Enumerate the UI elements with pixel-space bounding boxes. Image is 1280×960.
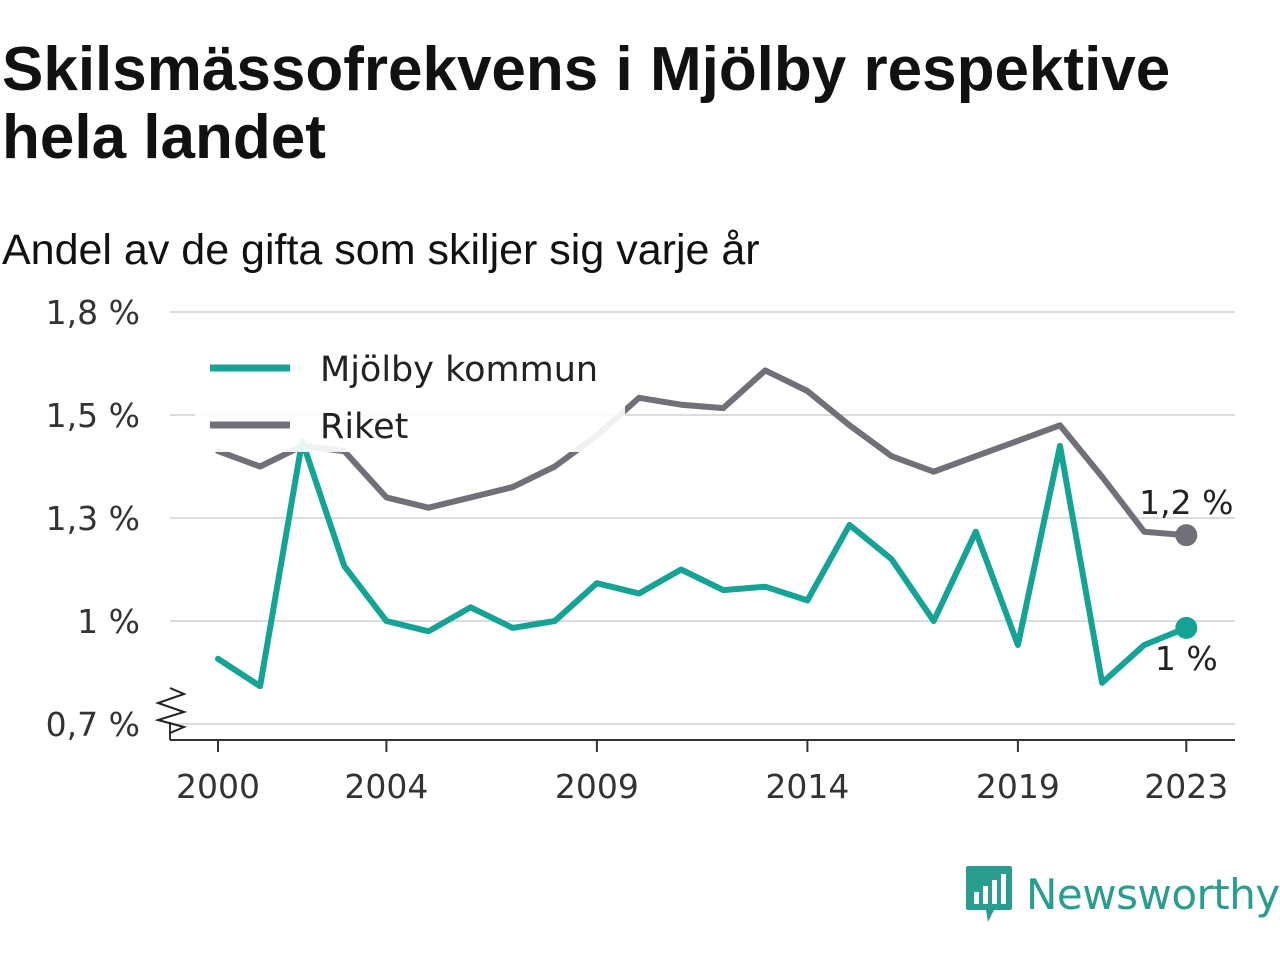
newsworthy-logo-icon [966,866,1012,922]
x-tick-label: 2000 [176,767,260,806]
x-tick-label: 2004 [344,767,428,806]
axis-break-icon [154,687,188,734]
y-axis-ticks: 0,7 % 1 % 1,3 % 1,5 % 1,8 % [46,293,140,744]
y-tick-label: 1,8 % [46,293,140,332]
brand-name: Newsworthy [1026,869,1280,919]
x-tick-label: 2023 [1144,767,1228,806]
grid-lines [170,311,1235,725]
x-axis: 2000 2004 2009 2014 2019 2023 [154,687,1235,806]
x-tick-label: 2009 [555,767,639,806]
end-labels: 1,2 % 1 % [1139,483,1233,678]
series-lines [215,367,1198,690]
end-label-mjolby: 1 % [1155,639,1218,678]
chart-subtitle: Andel av de gifta som skiljer sig varje … [2,226,760,274]
series-line-riket [215,367,1190,539]
x-tick-label: 2014 [765,767,849,806]
legend-label: Riket [320,407,408,447]
legend: Mjölby kommun Riket [195,340,625,452]
end-point [1175,616,1198,639]
y-tick-label: 0,7 % [46,705,140,744]
y-tick-label: 1,5 % [46,396,140,435]
chart-title: Skilsmässofrekvens i Mjölby respektive h… [2,35,1171,172]
x-tick-label: 2019 [976,767,1060,806]
end-label-riket: 1,2 % [1139,483,1233,522]
y-tick-label: 1,3 % [46,499,140,538]
legend-label: Mjölby kommun [320,350,598,390]
brand-logo: Newsworthy [964,862,1280,926]
series-line-mjolby [215,437,1190,690]
legend-background [195,340,625,452]
y-tick-label: 1 % [77,602,140,641]
end-point [1175,524,1198,547]
